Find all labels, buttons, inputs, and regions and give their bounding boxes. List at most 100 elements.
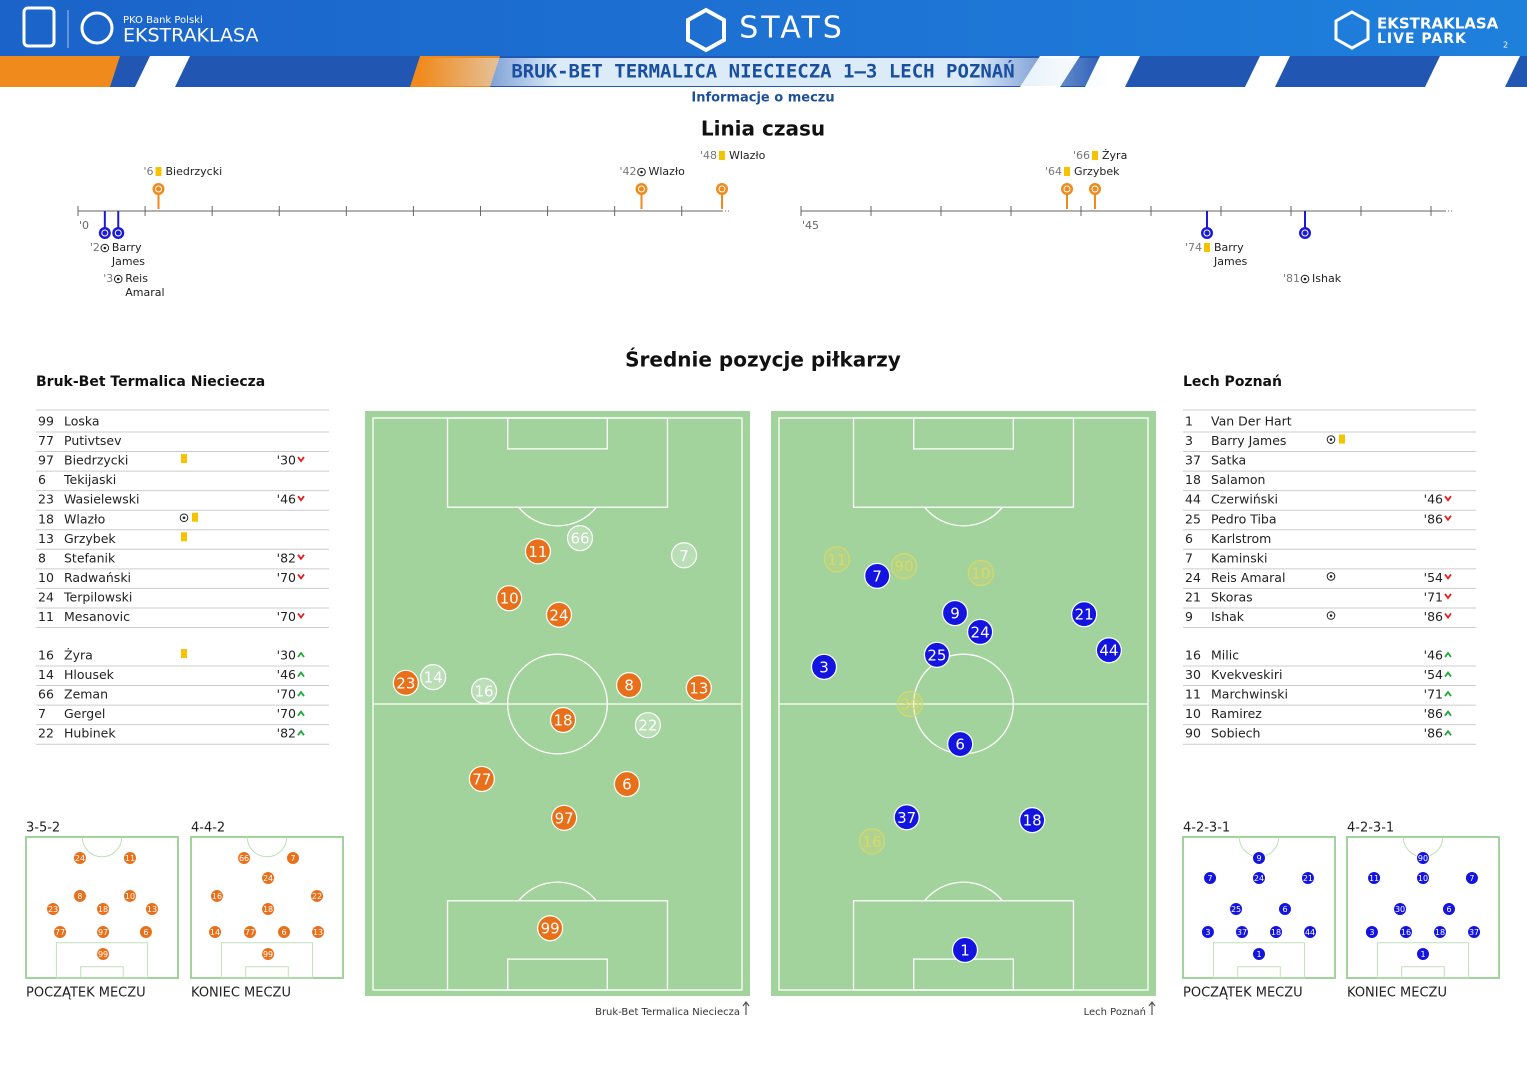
formation-player	[1367, 871, 1382, 886]
formation-player	[1467, 925, 1482, 940]
event-marker	[1061, 183, 1073, 195]
decor	[0, 56, 120, 87]
sub-minute: '71	[1424, 687, 1443, 702]
player-name: Żyra	[64, 648, 93, 663]
player-number: 44	[1185, 492, 1201, 507]
player-number: 18	[1185, 472, 1201, 487]
player-number: 10	[38, 570, 54, 585]
goal-icon-dot	[1303, 277, 1307, 281]
player-position-number: 10	[500, 590, 519, 608]
formation-player-number: 7	[1208, 874, 1213, 883]
event-player: Biedrzycki	[165, 165, 223, 178]
player-position-number: 6	[622, 776, 632, 794]
sub-out-arrow	[297, 554, 305, 561]
formation-label: KONIEC MECZU	[191, 986, 291, 1001]
formation-player-number: 99	[98, 950, 108, 959]
team-name: Lech Poznań	[1183, 374, 1282, 390]
formation-player	[138, 925, 153, 940]
formation-player	[261, 871, 276, 886]
formation-player	[1200, 925, 1215, 940]
player-number: 30	[1185, 667, 1201, 682]
timeline-start-label: '0	[79, 219, 90, 232]
player-position	[967, 618, 994, 646]
player-name: Grzybek	[64, 531, 116, 546]
yellow-card-icon	[181, 649, 187, 658]
player-number: 22	[38, 726, 54, 741]
formation-player-number: 24	[263, 874, 273, 883]
formation-player	[1252, 947, 1266, 962]
player-name: Reis Amaral	[1211, 570, 1285, 585]
formation-player-number: 25	[1231, 905, 1241, 914]
player-position-number: 77	[472, 770, 491, 788]
sub-player-position	[634, 712, 662, 739]
goal-area	[913, 417, 1014, 450]
player-name: Loska	[64, 414, 100, 429]
sub-minute: '70	[277, 687, 296, 702]
player-number: 1	[1185, 414, 1193, 429]
event-marker-ring	[101, 229, 109, 237]
decor	[135, 56, 190, 87]
formation-player-number: 13	[147, 905, 157, 914]
yellow-card-icon	[719, 151, 725, 160]
formation-player	[1252, 871, 1266, 886]
player-name: Gergel	[64, 706, 105, 721]
goal-area	[507, 958, 608, 991]
event-minute: '3	[103, 272, 114, 285]
player-name: Tekijaski	[63, 472, 116, 487]
sub-player-position	[823, 546, 851, 573]
goal-icon-dot	[640, 170, 643, 174]
formation-player-number: 16	[1401, 928, 1411, 937]
player-name: Putivtsev	[64, 433, 122, 448]
yellow-card-icon	[1339, 434, 1345, 444]
penalty-arc	[518, 881, 597, 902]
player-number: 16	[38, 648, 54, 663]
player-position	[1095, 637, 1122, 664]
player-name: Biedrzycki	[64, 453, 128, 468]
sub-player-position	[470, 677, 498, 704]
formation-player-number: 37	[1469, 928, 1479, 937]
player-position	[392, 669, 419, 696]
sub-minute: '70	[277, 570, 296, 585]
player-position-number: 99	[541, 920, 560, 938]
goal-icon-dot	[103, 246, 107, 250]
formation-player-number: 18	[98, 905, 108, 914]
player-position	[615, 672, 643, 699]
player-name: Terpilowski	[63, 589, 132, 604]
event-marker-ring	[1063, 185, 1071, 193]
sub-player-position	[566, 525, 594, 552]
event-marker	[1089, 183, 1101, 195]
player-number: 16	[1185, 648, 1201, 663]
player-position-number: 24	[549, 606, 568, 624]
formation-player-number: 7	[290, 854, 295, 863]
player-number: 6	[1185, 531, 1193, 546]
formation-player	[1464, 871, 1479, 886]
player-position-number: 97	[555, 809, 574, 827]
player-number: 13	[38, 531, 54, 546]
formation-player-number: 1	[1420, 950, 1425, 959]
player-position	[524, 538, 552, 565]
player-position-number: 13	[689, 679, 708, 697]
event-minute: '64	[1044, 165, 1062, 178]
sponsor: PKO Bank Polski	[123, 15, 203, 26]
formation-label: KONIEC MECZU	[1347, 986, 1447, 1001]
player-number: 66	[38, 687, 54, 702]
formation-player	[208, 925, 223, 940]
penalty-arc	[924, 881, 1003, 902]
player-position	[685, 674, 712, 702]
formation-player	[209, 888, 224, 903]
formation-player-number: 18	[263, 905, 273, 914]
sub-player-position	[858, 828, 886, 855]
player-position	[545, 601, 573, 628]
formation-name: 4-4-2	[191, 821, 225, 836]
player-position-number: 44	[1099, 642, 1118, 660]
formation-player	[1234, 925, 1249, 940]
player-name: Barry James	[1211, 433, 1286, 448]
player-position	[951, 936, 979, 964]
event-minute: '66	[1072, 149, 1090, 162]
sub-out-arrow	[1444, 515, 1452, 522]
player-name: Skoras	[1211, 589, 1253, 604]
player-position	[1071, 601, 1098, 628]
player-position-number: 24	[971, 623, 990, 641]
player-position	[864, 562, 891, 589]
